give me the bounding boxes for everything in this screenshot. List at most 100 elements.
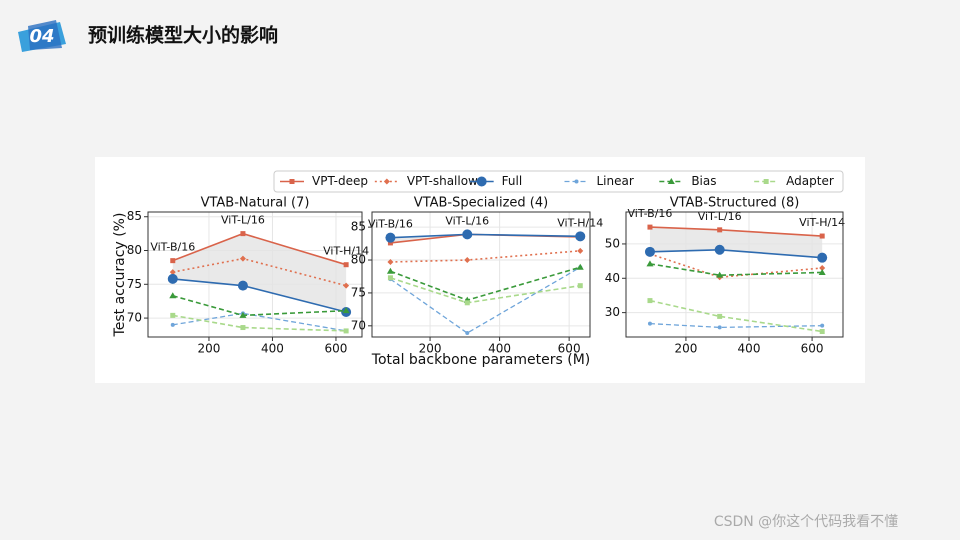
- x-tick-label: 200: [674, 342, 697, 356]
- annotation: ViT-L/16: [698, 210, 742, 223]
- marker: [464, 257, 471, 264]
- marker: [647, 321, 652, 326]
- marker: [343, 328, 349, 334]
- y-tick-label: 80: [127, 243, 142, 257]
- marker: [818, 268, 826, 275]
- y-tick-label: 70: [127, 311, 142, 325]
- marker: [644, 246, 655, 257]
- y-tick-label: 80: [351, 253, 366, 267]
- axes-frame: [371, 211, 591, 338]
- y-tick-label: 85: [127, 209, 142, 223]
- y-tick-label: 75: [351, 285, 366, 299]
- badge-number: 04: [29, 26, 54, 47]
- marker: [464, 300, 470, 306]
- legend-marker: [289, 179, 295, 184]
- legend-marker: [763, 179, 769, 184]
- watermark: CSDN @你这个代码我看不懂: [714, 513, 898, 530]
- marker: [577, 247, 584, 254]
- marker: [343, 262, 349, 268]
- series-line: [172, 314, 347, 332]
- marker: [239, 311, 247, 318]
- marker: [465, 331, 470, 336]
- axes-frame: [625, 211, 844, 338]
- shaded-band: [172, 233, 347, 312]
- series-line: [172, 312, 347, 332]
- legend: VPT-deep VPT-shallow Full Linear Bias Adapter: [280, 174, 834, 188]
- marker: [817, 252, 828, 263]
- marker: [385, 232, 396, 243]
- annotation: ViT-B/16: [628, 207, 673, 220]
- y-tick-label: 85: [351, 220, 366, 234]
- marker: [716, 271, 724, 278]
- slide-title: 预训练模型大小的影响: [88, 24, 278, 47]
- annotation: ViT-L/16: [445, 214, 489, 227]
- marker: [387, 259, 394, 265]
- annotation: ViT-B/16: [368, 218, 413, 231]
- marker: [647, 298, 653, 304]
- y-tick-label: 30: [605, 305, 620, 319]
- x-tick-label: 600: [325, 342, 348, 356]
- marker: [170, 258, 176, 264]
- x-tick-label: 600: [801, 342, 824, 356]
- legend-label: Linear: [597, 174, 634, 188]
- subplot-title: VTAB-Natural (7): [201, 196, 310, 211]
- legend-marker: [667, 178, 675, 184]
- marker: [576, 263, 584, 270]
- annotation: ViT-H/14: [557, 216, 603, 229]
- series-line: [649, 263, 823, 276]
- x-tick-label: 600: [558, 342, 581, 356]
- legend-label: VPT-deep: [312, 174, 368, 188]
- marker: [819, 233, 825, 239]
- y-tick-label: 40: [605, 271, 620, 285]
- annotation: ViT-H/14: [799, 216, 845, 229]
- badge-shape: [28, 20, 62, 50]
- marker: [169, 292, 177, 299]
- marker: [343, 282, 350, 289]
- subplot-title: VTAB-Specialized (4): [414, 196, 548, 211]
- marker: [462, 229, 473, 240]
- x-tick-label: 200: [198, 342, 221, 356]
- annotation: ViT-B/16: [150, 241, 195, 254]
- marker: [170, 322, 175, 327]
- legend-label: Full: [502, 174, 523, 188]
- marker: [387, 240, 393, 246]
- marker: [239, 255, 246, 262]
- marker: [577, 283, 583, 289]
- legend-box: [273, 170, 844, 193]
- legend-label: Adapter: [786, 174, 834, 188]
- marker: [240, 231, 246, 237]
- legend-label: Bias: [691, 174, 716, 188]
- marker: [575, 231, 586, 242]
- marker: [717, 325, 722, 330]
- axes-frame: [147, 211, 363, 338]
- x-tick-label: 200: [419, 342, 442, 356]
- annotation: ViT-L/16: [221, 214, 265, 227]
- x-axis-label: Total backbone parameters (M): [371, 352, 590, 368]
- marker: [819, 264, 826, 271]
- legend-marker: [476, 176, 487, 187]
- annotation: ViT-H/14: [323, 245, 369, 258]
- marker: [717, 313, 723, 319]
- marker: [646, 260, 654, 267]
- marker: [386, 267, 394, 274]
- series-line: [649, 299, 823, 333]
- marker: [820, 323, 825, 328]
- subplot-title: VTAB-Structured (8): [670, 196, 800, 211]
- marker: [819, 329, 825, 335]
- legend-label: VPT-shallow: [407, 174, 478, 188]
- y-tick-label: 70: [351, 318, 366, 332]
- marker: [169, 269, 176, 276]
- x-tick-label: 400: [261, 342, 284, 356]
- y-axis-label: Test accuracy (%): [112, 213, 128, 338]
- marker: [170, 312, 176, 318]
- marker: [714, 244, 725, 255]
- plot-area: [372, 212, 590, 337]
- marker: [647, 224, 653, 230]
- y-tick-label: 75: [127, 277, 142, 291]
- x-tick-label: 400: [488, 342, 511, 356]
- marker: [717, 227, 723, 233]
- shaded-band: [390, 234, 581, 243]
- marker: [237, 280, 248, 291]
